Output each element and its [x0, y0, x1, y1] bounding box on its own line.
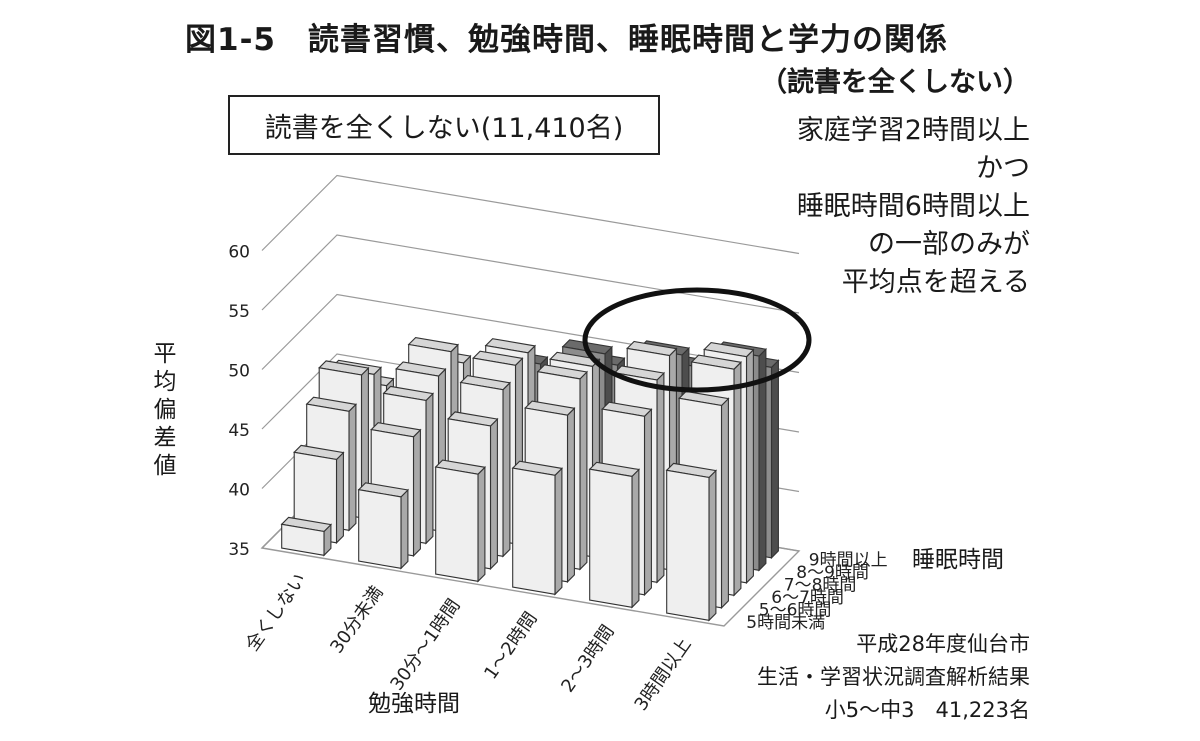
bar-side [425, 392, 434, 545]
bar-side [554, 467, 563, 596]
bar-side [631, 468, 640, 609]
bar-side [720, 397, 729, 610]
bar-side [566, 406, 575, 584]
z-tick-label: 8～9時間 [796, 563, 869, 583]
z-tick-label: 6～7時間 [771, 588, 844, 608]
bar [434, 459, 487, 583]
bar-side [400, 488, 409, 570]
y-tick-label: 35 [228, 540, 250, 560]
x-tick-label: 2～3時間 [557, 621, 618, 696]
y-axis-label: 平均偏差値 [153, 341, 177, 479]
bar-front [435, 466, 479, 582]
bar-front [666, 469, 710, 621]
bar [665, 462, 718, 622]
bar-side [502, 381, 511, 558]
bar-side [412, 428, 421, 558]
bar-side [770, 359, 779, 560]
y-tick-label: 40 [228, 481, 250, 501]
bar-side [489, 417, 498, 571]
annotation-line: 睡眠時間6時間以上 [796, 191, 1030, 222]
highlight-ellipse [582, 287, 812, 393]
x-tick-label: 1～2時間 [480, 608, 541, 683]
bar [511, 460, 564, 596]
y-tick-label: 60 [228, 243, 250, 263]
x-tick-label: 全くしない [242, 569, 311, 655]
source-line: 小5～中3 41,223名 [824, 698, 1030, 722]
bar-side [348, 403, 357, 532]
bar-side [733, 360, 742, 597]
y-tick-label: 50 [228, 362, 250, 382]
bar-side [477, 465, 486, 583]
source-note: 平成28年度仙台市 生活・学習状況調査解析結果 小5～中3 41,223名 [670, 628, 1030, 727]
group-label: 読書を全くしない(11,410名) [264, 112, 624, 144]
bar-side [579, 370, 588, 571]
gridline [261, 234, 800, 314]
bar-front [512, 467, 556, 595]
bar-side [656, 371, 665, 584]
source-line: 平成28年度仙台市 [856, 632, 1030, 656]
bar-side [708, 469, 717, 622]
bar [357, 482, 410, 570]
x-axis-label: 勉強時間 [368, 691, 460, 717]
bar-front [358, 489, 402, 569]
bar-front [589, 468, 633, 608]
bar [588, 461, 641, 609]
figure-subtitle: （読書を全くしない） [760, 67, 1030, 98]
z-tick-label: 7～8時間 [784, 575, 857, 595]
x-tick-label: 30分未満 [326, 582, 387, 657]
annotation-line: の一部のみが [868, 229, 1030, 260]
annotation-line: 平均点を超える [841, 267, 1030, 298]
z-axis-label: 睡眠時間 [912, 547, 1004, 573]
z-tick-label: 9時間以上 [809, 550, 888, 570]
bar [280, 516, 333, 557]
y-tick-label: 55 [228, 302, 250, 322]
annotation: 家庭学習2時間以上 かつ 睡眠時間6時間以上 の一部のみが 平均点を超える [730, 112, 1030, 302]
annotation-line: 家庭学習2時間以上 [796, 115, 1030, 146]
source-line: 生活・学習状況調査解析結果 [757, 665, 1030, 689]
annotation-line: かつ [976, 153, 1030, 184]
figure-title: 図1-5 読書習慣、勉強時間、睡眠時間と学力の関係 [185, 22, 949, 58]
group-label-box: 読書を全くしない(11,410名) [228, 95, 660, 155]
bar-front [281, 523, 325, 556]
z-tick-label: 5～6時間 [759, 600, 832, 620]
x-tick-label: 30分～1時間 [386, 595, 464, 694]
bar-side [335, 451, 344, 545]
z-tick-label: 5時間未満 [746, 613, 825, 633]
y-tick-label: 45 [228, 421, 250, 441]
gridline [261, 174, 800, 255]
bar-side [643, 408, 652, 597]
